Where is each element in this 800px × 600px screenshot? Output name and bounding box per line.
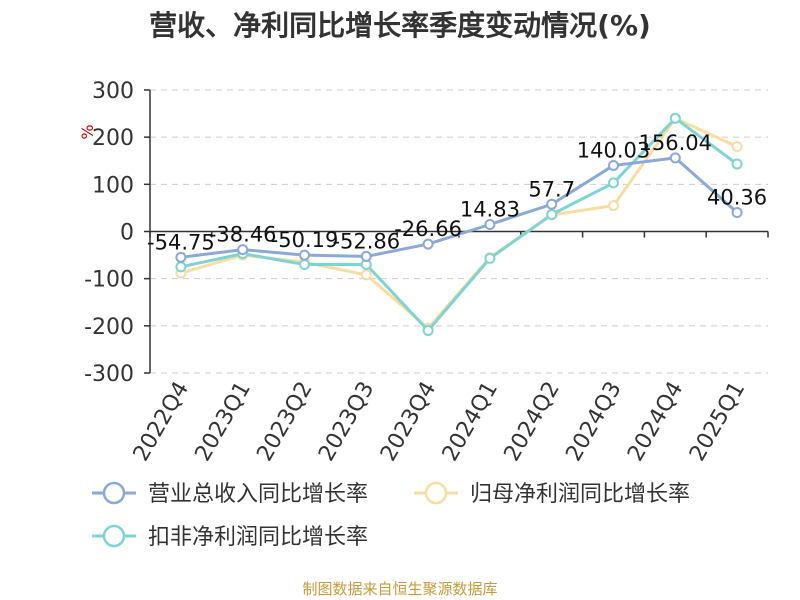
data-point [731,158,743,170]
data-point [299,259,310,271]
legend-item: 营业总收入同比增长率 [92,481,368,507]
legend-label: 营业总收入同比增长率 [148,482,368,507]
legend-item: 扣非净利润同比增长率 [92,524,368,550]
series-line-2 [180,116,738,333]
legend-label: 扣非净利润同比增长率 [148,525,368,550]
x-tick-label: 2023Q4 [376,378,441,466]
x-tick-label: 2023Q2 [252,378,317,466]
legend-swatch-marker [102,481,126,505]
y-tick-label: 100 [92,173,134,198]
data-label: -52.86 [332,229,400,253]
data-label: 40.36 [707,185,767,209]
legend-label: 归母净利润同比增长率 [470,482,690,507]
data-point [422,325,434,337]
data-point [299,249,310,261]
data-point [731,206,743,218]
data-label: -26.66 [394,217,462,241]
y-tick-label: 0 [120,221,134,246]
data-point [237,244,249,256]
y-tick-label: -100 [84,268,134,293]
data-point [608,177,619,189]
data-label: -50.19 [271,228,339,252]
x-tick-label: 2024Q1 [438,378,503,466]
y-tick-label: 300 [92,79,134,104]
data-point [360,269,372,281]
y-tick-label: 200 [92,126,134,151]
data-point [360,250,372,262]
data-point [484,219,496,231]
data-label: -38.46 [209,223,277,247]
source-note: 制图数据来自恒生聚源数据库 [302,580,498,598]
chart-title: 营收、净利同比增长率季度变动情况(%) [149,9,651,42]
data-point [669,112,681,124]
y-tick-label: -200 [84,315,134,340]
data-point [175,251,187,263]
series-line-0 [180,156,739,259]
legend-swatch-marker [424,481,448,505]
data-point [731,141,743,153]
data-label: 14.83 [460,198,520,222]
data-point [546,198,558,210]
data-label: 57.7 [528,177,575,201]
data-point [546,209,558,221]
x-tick-label: 2024Q4 [623,378,688,466]
data-label: 140.03 [577,138,650,162]
x-tick-label: 2023Q3 [314,378,379,466]
legend-item: 归母净利润同比增长率 [414,481,690,507]
data-point [608,159,619,171]
x-tick-label: 2023Q1 [191,378,256,466]
x-tick-label: 2024Q3 [561,378,626,466]
legend-swatch-marker [102,524,126,548]
data-label: -54.75 [147,230,215,254]
data-point [484,252,496,264]
x-tick-label: 2025Q1 [685,378,750,466]
x-tick-label: 2024Q2 [500,378,565,466]
data-point [422,238,434,250]
y-axis-unit-label: % [78,124,97,139]
data-point [175,261,187,273]
data-label: 156.04 [639,131,712,155]
y-tick-label: -300 [84,362,134,387]
data-point [669,152,681,164]
x-tick-label: 2022Q4 [129,378,194,466]
data-point [608,200,619,212]
